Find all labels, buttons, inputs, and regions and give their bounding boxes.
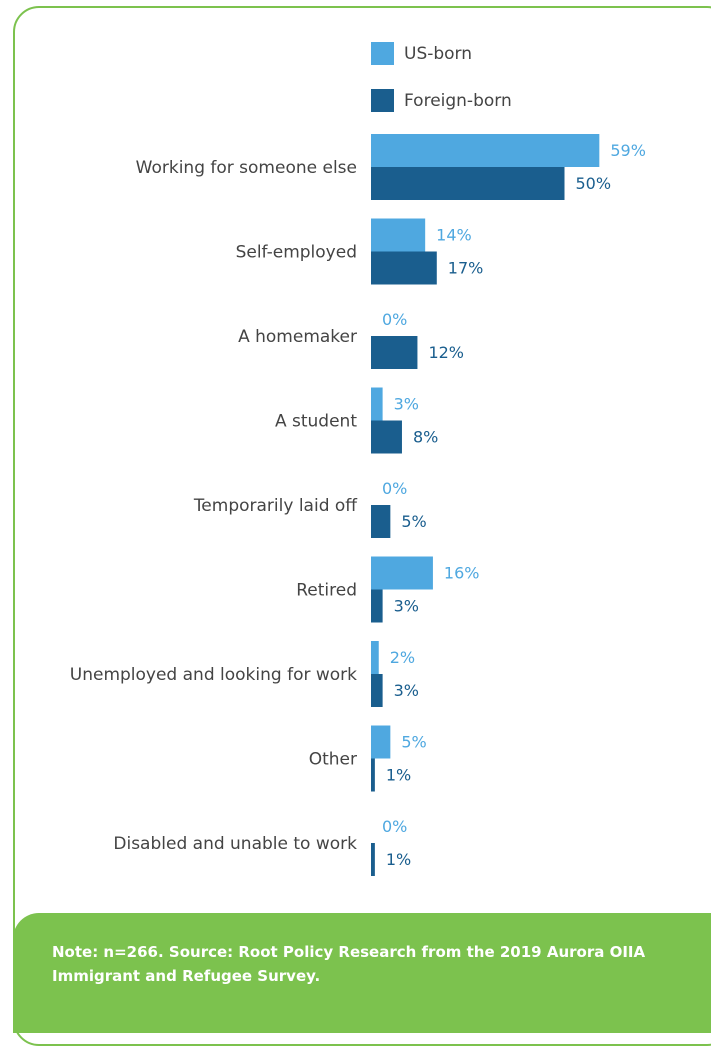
bar-us-born [371, 134, 600, 167]
category-label: Temporarily laid off [193, 496, 358, 516]
value-label-foreign-born: 17% [448, 259, 484, 278]
bar-foreign-born [371, 505, 391, 538]
category-label: Working for someone else [136, 158, 357, 178]
value-label-us-born: 59% [610, 141, 646, 160]
bar-chart: US-born Foreign-born Working for someone e… [70, 42, 646, 876]
legend-swatch-us-born [371, 42, 394, 65]
value-label-foreign-born: 8% [413, 428, 438, 447]
bar-foreign-born [371, 589, 383, 623]
bar-us-born [371, 641, 379, 674]
bar-foreign-born [371, 336, 418, 369]
value-label-foreign-born: 5% [401, 512, 426, 531]
bar-us-born [371, 725, 391, 759]
bar-foreign-born [371, 843, 375, 876]
value-label-foreign-born: 3% [394, 681, 419, 700]
value-label-us-born: 14% [436, 226, 472, 245]
category-label: Other [309, 750, 357, 770]
category-label: Self-employed [236, 243, 357, 263]
bar-foreign-born [371, 251, 437, 285]
bar-foreign-born [371, 674, 383, 707]
value-label-us-born: 0% [382, 817, 407, 836]
bar-foreign-born [371, 758, 375, 792]
bar-us-born [371, 387, 383, 421]
category-label: Disabled and unable to work [113, 834, 357, 854]
value-label-foreign-born: 50% [576, 174, 612, 193]
value-label-foreign-born: 12% [428, 343, 464, 362]
bar-foreign-born [371, 420, 402, 454]
value-label-foreign-born: 3% [394, 597, 419, 616]
value-label-us-born: 0% [382, 479, 407, 498]
value-label-foreign-born: 1% [386, 766, 411, 785]
legend-label-foreign-born: Foreign-born [404, 91, 512, 111]
category-label: A homemaker [238, 327, 357, 347]
category-label: Unemployed and looking for work [70, 665, 357, 685]
value-label-us-born: 2% [390, 648, 415, 667]
footer-band: Note: n=266. Source: Root Policy Researc… [13, 913, 711, 1033]
legend-swatch-foreign-born [371, 89, 394, 112]
chart-card [13, 6, 711, 1046]
source-note: Note: n=266. Source: Root Policy Researc… [52, 943, 646, 985]
bar-us-born [371, 218, 426, 252]
category-label: A student [275, 412, 357, 432]
value-label-us-born: 0% [382, 310, 407, 329]
category-label: Retired [296, 581, 357, 601]
value-label-us-born: 3% [394, 395, 419, 414]
legend-label-us-born: US-born [404, 44, 472, 64]
bar-foreign-born [371, 167, 565, 200]
value-label-us-born: 5% [401, 733, 426, 752]
value-label-us-born: 16% [444, 564, 480, 583]
value-label-foreign-born: 1% [386, 850, 411, 869]
bar-us-born [371, 556, 433, 590]
